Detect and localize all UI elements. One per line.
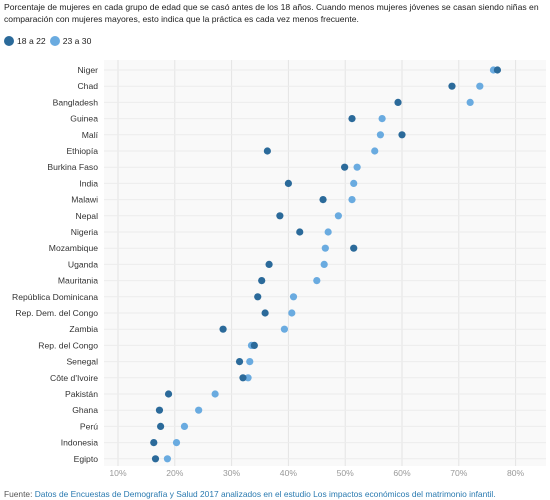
dot-23-30 bbox=[476, 82, 484, 90]
legend-label-18-22: 18 a 22 bbox=[17, 36, 46, 46]
category-label: Perú bbox=[80, 421, 98, 431]
dot-18-22 bbox=[235, 358, 244, 366]
dot-18-22 bbox=[261, 309, 269, 317]
dot-18-22 bbox=[254, 293, 262, 301]
dot-23-30 bbox=[313, 277, 321, 285]
dot-23-30 bbox=[211, 390, 219, 398]
dot-18-22 bbox=[263, 147, 271, 155]
dot-18-22 bbox=[164, 390, 173, 398]
dot-23-30 bbox=[348, 196, 356, 204]
category-label: Burkina Faso bbox=[47, 162, 98, 172]
dot-18-22 bbox=[493, 66, 502, 74]
dot-23-30 bbox=[371, 147, 379, 155]
dot-23-30 bbox=[334, 212, 342, 220]
dot-18-22 bbox=[276, 212, 284, 220]
x-tick-label: 10% bbox=[109, 468, 127, 478]
category-label: Egipto bbox=[74, 454, 99, 464]
x-tick-label: 20% bbox=[166, 468, 184, 478]
category-label: Ghana bbox=[72, 405, 98, 415]
x-tick-label: 80% bbox=[507, 468, 525, 478]
dot-18-22 bbox=[239, 374, 247, 382]
legend-item-23-30[interactable]: 23 a 30 bbox=[49, 36, 92, 46]
dot-18-22 bbox=[398, 131, 406, 139]
dot-18-22 bbox=[157, 422, 165, 430]
legend-item-18-22[interactable]: 18 a 22 bbox=[4, 36, 46, 46]
category-label: Guinea bbox=[70, 114, 98, 124]
category-label: Malawi bbox=[71, 195, 98, 205]
legend-swatch-23-30 bbox=[49, 36, 60, 46]
dot-18-22 bbox=[319, 196, 327, 204]
category-label: Zambia bbox=[69, 324, 98, 334]
category-label: Mozambique bbox=[49, 243, 98, 253]
legend-swatch-18-22 bbox=[4, 36, 14, 46]
dot-18-22 bbox=[394, 98, 402, 106]
dot-18-22 bbox=[150, 439, 158, 447]
dot-18-22 bbox=[350, 244, 358, 252]
dot-18-22 bbox=[155, 406, 164, 414]
category-label: Pakistán bbox=[65, 389, 98, 399]
dot-23-30 bbox=[244, 374, 252, 382]
category-label: Côte d'Ivoire bbox=[50, 373, 98, 383]
legend: 18 a 22 23 a 30 bbox=[4, 35, 95, 47]
dot-23-30 bbox=[321, 244, 329, 252]
dot-23-30 bbox=[246, 358, 254, 366]
category-label: Indonesia bbox=[61, 438, 98, 448]
category-label: Ethiopía bbox=[66, 146, 98, 156]
dot-18-22 bbox=[250, 341, 258, 349]
dot-18-22 bbox=[258, 277, 266, 285]
category-label: Malí bbox=[82, 130, 99, 140]
x-tick-label: 60% bbox=[393, 468, 411, 478]
chart-subtitle: Porcentaje de mujeres en cada grupo de e… bbox=[4, 2, 539, 24]
dot-18-22 bbox=[219, 325, 227, 333]
dot-18-22 bbox=[284, 179, 292, 187]
dot-23-30 bbox=[180, 422, 189, 430]
x-tick-label: 50% bbox=[337, 468, 355, 478]
x-tick-label: 70% bbox=[450, 468, 468, 478]
dot-23-30 bbox=[288, 309, 296, 317]
category-label: Nigeria bbox=[71, 227, 98, 237]
dot-23-30 bbox=[195, 406, 203, 414]
dot-23-30 bbox=[378, 115, 386, 123]
category-label: Nepal bbox=[76, 211, 99, 221]
dot-18-22 bbox=[341, 163, 349, 171]
source-link[interactable]: Datos de Encuestas de Demografía y Salud… bbox=[34, 489, 496, 499]
source-footer: Fuente: Datos de Encuestas de Demografía… bbox=[4, 489, 496, 499]
x-tick-label: 40% bbox=[280, 468, 298, 478]
category-label: Bangladesh bbox=[53, 97, 99, 107]
category-label: India bbox=[79, 178, 98, 188]
category-label: Rep. del Congo bbox=[38, 340, 98, 350]
dot-18-22 bbox=[448, 82, 456, 90]
dot-23-30 bbox=[289, 293, 298, 301]
legend-label-23-30: 23 a 30 bbox=[62, 36, 92, 46]
source-prefix: Fuente: bbox=[4, 489, 35, 499]
category-label: Niger bbox=[77, 65, 98, 75]
x-tick-label: 30% bbox=[223, 468, 241, 478]
dot-18-22 bbox=[296, 228, 304, 236]
dot-23-30 bbox=[376, 131, 385, 139]
dot-18-22 bbox=[265, 260, 273, 268]
dot-23-30 bbox=[350, 179, 358, 187]
category-label: Mauritania bbox=[58, 276, 98, 286]
category-label: Senegal bbox=[66, 357, 98, 367]
category-label: Uganda bbox=[68, 259, 98, 269]
dot-18-22 bbox=[151, 455, 160, 463]
dot-23-30 bbox=[466, 98, 474, 106]
dot-23-30 bbox=[324, 228, 332, 236]
dot-23-30 bbox=[320, 260, 328, 268]
category-label: Rep. Dem. del Congo bbox=[15, 308, 98, 318]
category-label: Chad bbox=[77, 81, 98, 91]
dot-23-30 bbox=[280, 325, 289, 333]
dot-23-30 bbox=[353, 163, 361, 171]
dot-23-30 bbox=[172, 439, 181, 447]
category-label: República Dominicana bbox=[12, 292, 98, 302]
dot-18-22 bbox=[348, 115, 356, 123]
dot-23-30 bbox=[163, 455, 172, 463]
